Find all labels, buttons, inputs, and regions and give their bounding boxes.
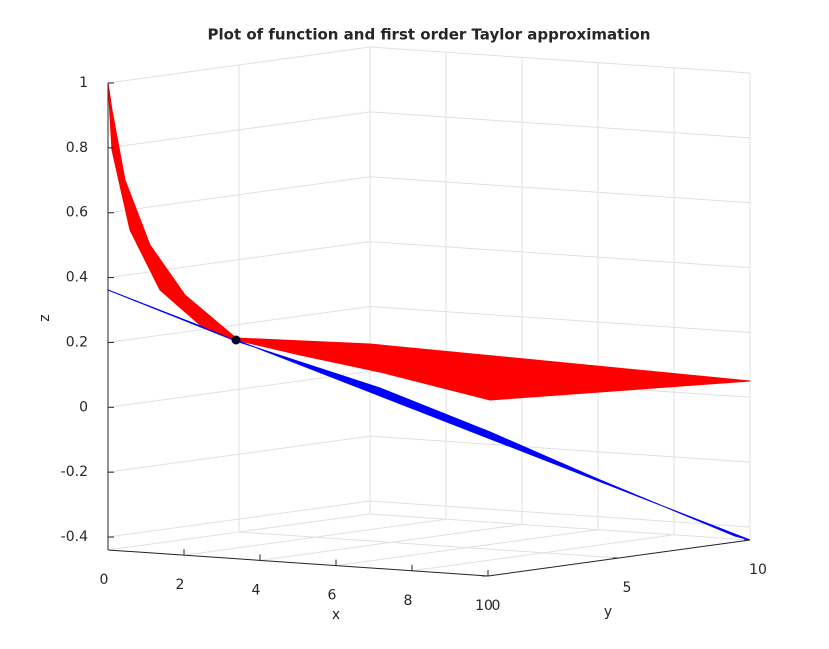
y-tick-label: 10 [749, 562, 767, 578]
z-tick-label: 0 [79, 399, 88, 415]
z-tick-label: -0.4 [61, 529, 88, 545]
z-axis-label: z [37, 314, 53, 321]
x-tick-label: 10 [475, 598, 493, 614]
x-tick-label: 2 [176, 577, 185, 593]
taylor-plane [107, 289, 751, 541]
z-tick-label: 1 [79, 75, 88, 91]
grid-line [369, 176, 751, 204]
x-axis [107, 549, 489, 577]
grid-line [369, 305, 751, 333]
x-tick-label: 6 [328, 588, 337, 604]
grid-line [369, 513, 751, 541]
y-axis-label: y [604, 604, 612, 620]
chart-title: Plot of function and first order Taylor … [208, 26, 651, 44]
function-surface [107, 82, 751, 401]
grid-line [369, 111, 751, 139]
grid-line [369, 46, 751, 74]
grid-line [238, 531, 620, 559]
y-tick-label: 5 [623, 580, 632, 596]
z-tick-label: 0.2 [66, 334, 88, 350]
z-tick-label: -0.2 [61, 464, 88, 480]
x-tick-label: 0 [100, 572, 109, 588]
x-tick-label: 8 [404, 593, 413, 609]
x-axis-label: x [332, 607, 340, 623]
z-tick-label: 0.6 [66, 205, 88, 221]
z-tick-label: 0.4 [66, 270, 88, 286]
y-tick-label: 0 [492, 598, 501, 614]
z-tick-label: 0.8 [66, 140, 88, 156]
x-tick-label: 4 [252, 582, 261, 598]
tangent-point [231, 335, 241, 345]
grid-line [369, 500, 751, 528]
grid-line [369, 241, 751, 269]
grid-line [369, 435, 751, 463]
